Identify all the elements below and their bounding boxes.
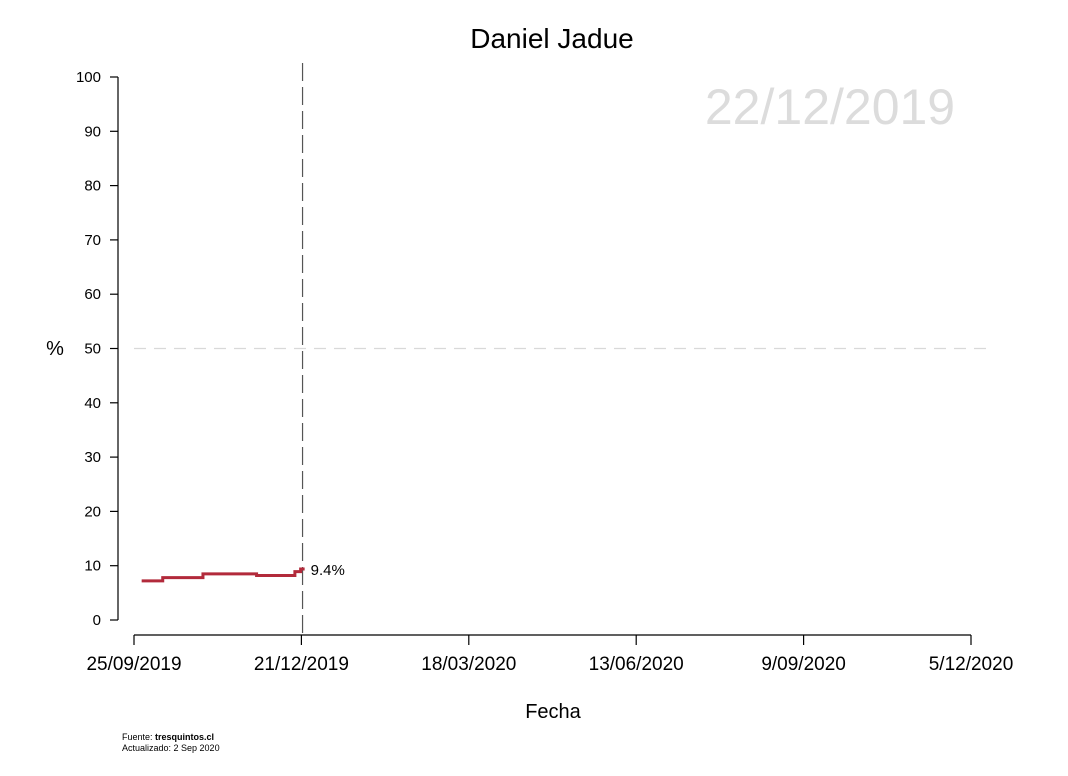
- x-tick-label: 21/12/2019: [254, 654, 349, 675]
- x-tick-label: 9/09/2020: [761, 654, 846, 675]
- updated-date: Actualizado: 2 Sep 2020: [122, 743, 220, 753]
- y-tick-label: 60: [84, 286, 101, 303]
- x-tick-label: 5/12/2020: [929, 654, 1014, 675]
- source-footer: Fuente: tresquintos.cl Actualizado: 2 Se…: [122, 732, 220, 754]
- y-tick-label: 30: [84, 449, 101, 466]
- x-tick-label: 25/09/2019: [86, 654, 181, 675]
- y-axis-label: %: [46, 338, 64, 360]
- last-value-label: 9.4%: [311, 562, 345, 579]
- source-prefix: Fuente:: [122, 732, 156, 742]
- y-tick-label: 10: [84, 558, 101, 575]
- y-tick-label: 40: [84, 395, 101, 412]
- y-tick-label: 100: [76, 69, 101, 86]
- x-tick-label: 13/06/2020: [589, 654, 684, 675]
- date-watermark: 22/12/2019: [705, 79, 955, 135]
- source-name: tresquintos.cl: [155, 732, 215, 742]
- y-tick-label: 0: [93, 612, 101, 629]
- series-line: [141, 567, 305, 583]
- y-tick-label: 90: [84, 123, 101, 140]
- x-axis-label: Fecha: [525, 701, 581, 723]
- y-tick-label: 70: [84, 232, 101, 249]
- chart-title: Daniel Jadue: [470, 23, 633, 54]
- x-tick-label: 18/03/2020: [421, 654, 516, 675]
- y-tick-label: 80: [84, 178, 101, 195]
- y-tick-label: 50: [84, 341, 101, 358]
- y-tick-label: 20: [84, 503, 101, 520]
